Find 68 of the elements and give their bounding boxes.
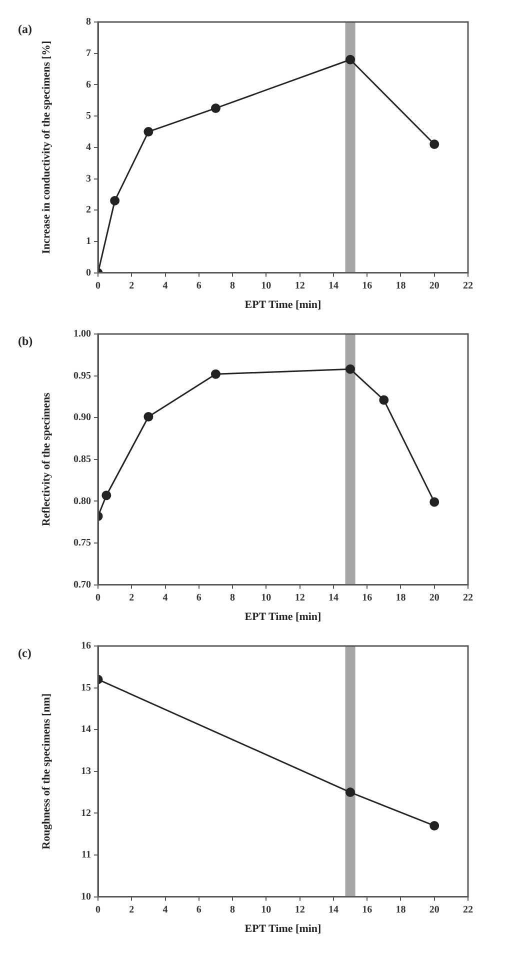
text: (c) [18,646,32,660]
y-tick-label: 0 [86,267,91,278]
text: (a) [18,22,32,36]
x-tick-label: 14 [328,592,338,604]
x-tick-label: 8 [230,904,236,916]
x-tick-label: 22 [463,280,473,292]
x-tick-label: 14 [328,280,338,292]
x-tick-label: 20 [429,904,440,916]
x-tick-label: 4 [162,592,168,604]
x-tick-label: 2 [129,280,134,292]
x-tick-label: 6 [196,904,202,916]
x-tick-label: 18 [396,904,406,916]
y-tick-label: 10 [81,891,91,902]
x-tick-label: 20 [429,280,440,292]
x-tick-label: 16 [362,904,372,916]
y-tick-label: 2 [86,204,91,216]
y-tick-label: 0.80 [74,496,91,507]
y-tick-label: 0.75 [74,538,91,549]
y-tick-label: 6 [86,79,91,90]
x-tick-label: 20 [429,592,440,604]
x-tick-label: 12 [294,280,305,292]
x-tick-label: 22 [463,904,473,916]
y-tick-label: 8 [86,16,91,28]
y-tick-label: 0.85 [74,454,91,465]
y-tick-label: 0.70 [74,579,91,590]
y-tick-label: 16 [81,640,91,652]
y-tick-label: 7 [86,48,91,59]
y-tick-label: 3 [86,173,91,184]
x-tick-label: 0 [96,592,100,604]
x-tick-label: 18 [396,280,406,292]
x-tick-label: 6 [196,280,202,292]
x-axis-title: EPT Time [min] [244,611,322,624]
text: (b) [18,334,33,348]
y-tick-label: 0.90 [74,412,91,424]
y-tick-label: 1 [86,236,91,248]
x-axis-title: EPT Time [min] [244,299,322,312]
x-tick-label: 4 [162,904,168,916]
x-tick-label: 22 [463,592,473,604]
x-tick-label: 10 [261,904,272,916]
x-tick-label: 14 [328,904,338,916]
y-axis-title: Increase in conductivity of the specimens [%] [40,40,52,254]
x-tick-label: 2 [129,592,134,604]
x-tick-label: 8 [230,280,236,292]
x-tick-label: 0 [96,280,100,292]
y-tick-label: 4 [86,142,91,153]
x-tick-label: 18 [396,592,406,604]
y-tick-label: 1.00 [74,328,91,340]
x-tick-label: 8 [230,592,236,604]
x-tick-label: 12 [294,592,305,604]
x-tick-label: 10 [261,592,272,604]
x-tick-label: 12 [294,904,305,916]
y-tick-label: 0.95 [74,370,91,382]
x-tick-label: 4 [162,280,168,292]
x-tick-label: 16 [362,280,372,292]
x-tick-label: 10 [261,280,272,292]
x-tick-label: 16 [362,592,372,604]
y-axis-title: Reflectivity of the specimens [40,392,52,526]
y-tick-label: 5 [86,110,91,122]
y-tick-label: 12 [81,808,91,819]
y-tick-label: 14 [81,724,91,736]
x-tick-label: 2 [129,904,134,916]
x-axis-title: EPT Time [min] [244,923,322,936]
y-tick-label: 13 [81,766,91,777]
x-tick-label: 6 [196,592,202,604]
y-tick-label: 15 [81,682,91,694]
y-tick-label: 11 [82,850,91,861]
x-tick-label: 0 [96,904,100,916]
y-axis-title: Roughness of the specimens [nm] [40,693,52,850]
